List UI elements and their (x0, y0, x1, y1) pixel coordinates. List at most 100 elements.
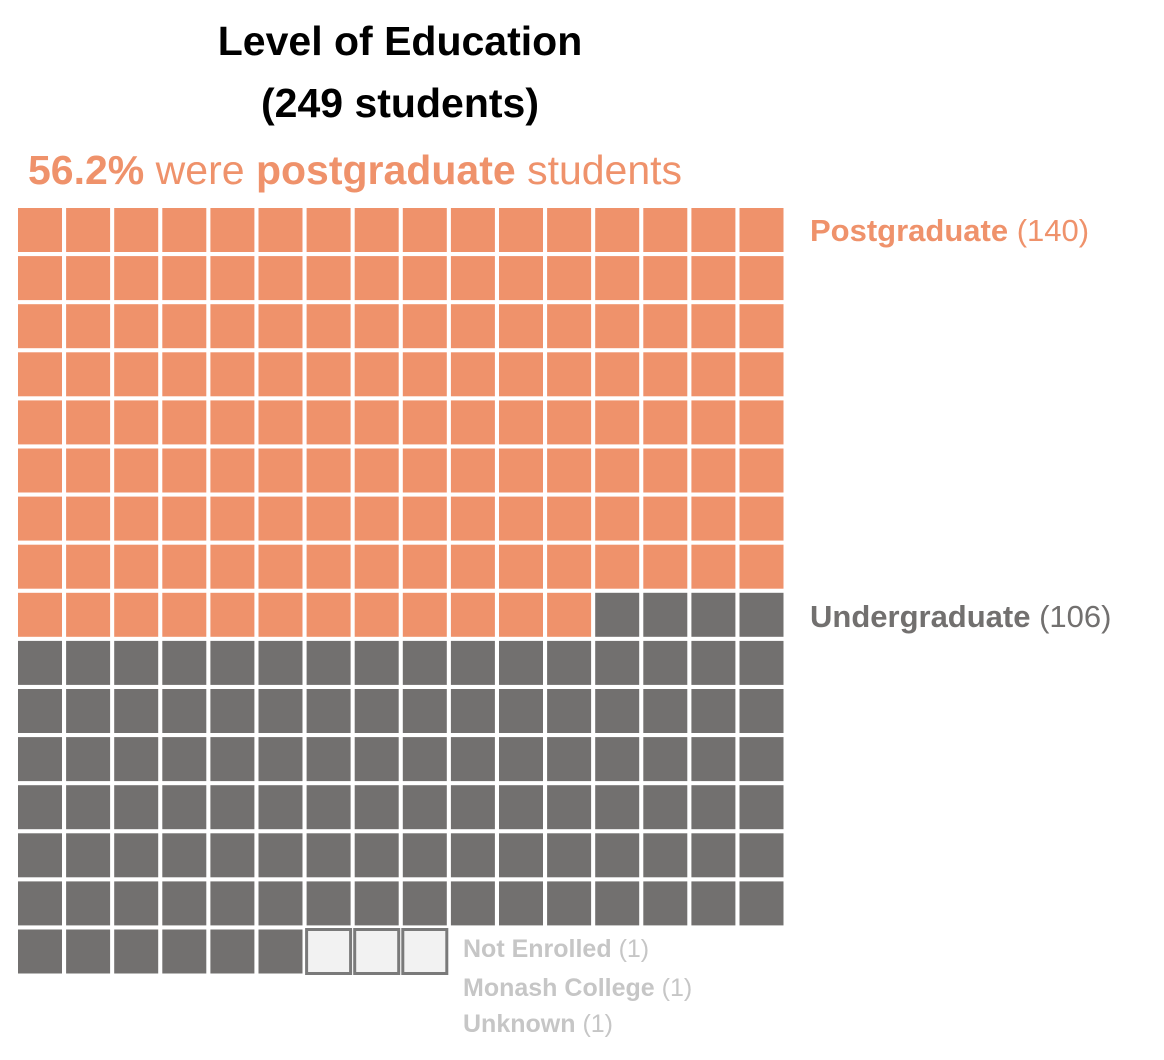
waffle-cell-postgraduate (114, 496, 159, 541)
waffle-cell-undergraduate (354, 737, 399, 782)
waffle-cell-postgraduate (547, 208, 592, 252)
waffle-cell-undergraduate (450, 881, 495, 926)
waffle-cell-postgraduate (547, 592, 592, 637)
waffle-cell-postgraduate (114, 544, 159, 589)
waffle-cell-undergraduate (306, 881, 351, 926)
waffle-cell-undergraduate (691, 640, 736, 685)
waffle-cell-undergraduate (306, 785, 351, 830)
title-line-1: Level of Education (217, 18, 583, 64)
waffle-cell-undergraduate (547, 640, 592, 685)
waffle-cell-undergraduate (258, 640, 303, 685)
waffle-cell-postgraduate (354, 592, 399, 637)
legend-monash-college: Monash College (1) (463, 970, 692, 1006)
waffle-cell-postgraduate (210, 544, 255, 589)
waffle-cell-postgraduate (18, 448, 62, 493)
waffle-cell-undergraduate (258, 881, 303, 926)
waffle-cell-postgraduate (210, 496, 255, 541)
waffle-cell-postgraduate (306, 208, 351, 252)
waffle-cell-undergraduate (306, 833, 351, 878)
waffle-cell-postgraduate (66, 304, 111, 349)
waffle-cell-postgraduate (595, 400, 640, 445)
waffle-cell-postgraduate (162, 304, 207, 349)
waffle-cell-postgraduate (114, 208, 159, 252)
waffle-cell-postgraduate (402, 304, 447, 349)
waffle-cell-postgraduate (18, 208, 62, 252)
waffle-cell-undergraduate (499, 689, 543, 733)
waffle-cell-postgraduate (402, 256, 447, 301)
waffle-cell-undergraduate (402, 689, 447, 733)
waffle-cell-postgraduate (402, 592, 447, 637)
waffle-cell-undergraduate (691, 833, 736, 878)
waffle-cell-undergraduate (595, 689, 640, 733)
waffle-cell-postgraduate (739, 544, 784, 589)
waffle-cell-undergraduate (739, 881, 784, 926)
legend-unknown-name: Unknown (463, 1010, 576, 1038)
waffle-cell-postgraduate (595, 544, 640, 589)
waffle-cell-undergraduate (499, 640, 543, 685)
waffle-cell-postgraduate (595, 208, 640, 252)
waffle-cell-postgraduate (18, 256, 62, 301)
title-line-2: (249 students) (261, 80, 539, 126)
waffle-cell-postgraduate (739, 304, 784, 349)
legend-unknown-count: (1) (582, 1010, 614, 1038)
waffle-cell-undergraduate (643, 737, 688, 782)
waffle-cell-undergraduate (643, 689, 688, 733)
waffle-cell-undergraduate (306, 737, 351, 782)
waffle-cell-undergraduate (739, 785, 784, 830)
waffle-cell-postgraduate (354, 352, 399, 397)
waffle-cell-postgraduate (402, 496, 447, 541)
waffle-cell-undergraduate (210, 785, 255, 830)
waffle-cell-undergraduate (210, 881, 255, 926)
waffle-cell-postgraduate (162, 592, 207, 637)
waffle-cell-postgraduate (450, 352, 495, 397)
waffle-cell-postgraduate (66, 208, 111, 252)
waffle-cell-undergraduate (402, 833, 447, 878)
waffle-cell-undergraduate (258, 785, 303, 830)
waffle-cell-undergraduate (691, 881, 736, 926)
waffle-cell-undergraduate (162, 640, 207, 685)
waffle-cell-postgraduate (547, 256, 592, 301)
waffle-cell-undergraduate (354, 833, 399, 878)
waffle-cell-postgraduate (499, 208, 543, 252)
waffle-cell-undergraduate (210, 640, 255, 685)
waffle-cell-postgraduate (306, 448, 351, 493)
waffle-cell-undergraduate (66, 640, 111, 685)
waffle-cell-undergraduate (595, 833, 640, 878)
waffle-cell-postgraduate (18, 592, 62, 637)
waffle-cell-postgraduate (691, 496, 736, 541)
waffle-cell-postgraduate (691, 448, 736, 493)
waffle-cell-postgraduate (162, 208, 207, 252)
waffle-cell-undergraduate (18, 833, 62, 878)
waffle-cell-postgraduate (691, 544, 736, 589)
subtitle-emphasis: postgraduate (255, 147, 516, 193)
waffle-cell-postgraduate (306, 496, 351, 541)
waffle-cell-undergraduate (66, 737, 111, 782)
waffle-cell-postgraduate (450, 304, 495, 349)
waffle-cell-undergraduate (547, 785, 592, 830)
waffle-cell-undergraduate (499, 881, 543, 926)
waffle-cell-postgraduate (18, 544, 62, 589)
waffle-cell-postgraduate (306, 352, 351, 397)
waffle-cell-postgraduate (643, 256, 688, 301)
waffle-cell-postgraduate (691, 400, 736, 445)
legend-postgraduate-count: (140) (1016, 213, 1090, 248)
waffle-cell-postgraduate (739, 208, 784, 252)
waffle-cell-postgraduate (66, 256, 111, 301)
waffle-cell-undergraduate (547, 833, 592, 878)
waffle-cell-monash-college (353, 928, 401, 975)
waffle-cell-postgraduate (402, 448, 447, 493)
waffle-cell-undergraduate (643, 881, 688, 926)
waffle-cell-undergraduate (547, 881, 592, 926)
waffle-cell-postgraduate (258, 400, 303, 445)
waffle-cell-postgraduate (691, 304, 736, 349)
waffle-cell-postgraduate (114, 352, 159, 397)
waffle-cell-undergraduate (739, 833, 784, 878)
waffle-cell-undergraduate (354, 785, 399, 830)
waffle-cell-postgraduate (114, 448, 159, 493)
waffle-cell-undergraduate (66, 881, 111, 926)
waffle-cell-postgraduate (162, 448, 207, 493)
waffle-cell-undergraduate (114, 737, 159, 782)
waffle-cell-undergraduate (691, 785, 736, 830)
waffle-cell-undergraduate (595, 881, 640, 926)
